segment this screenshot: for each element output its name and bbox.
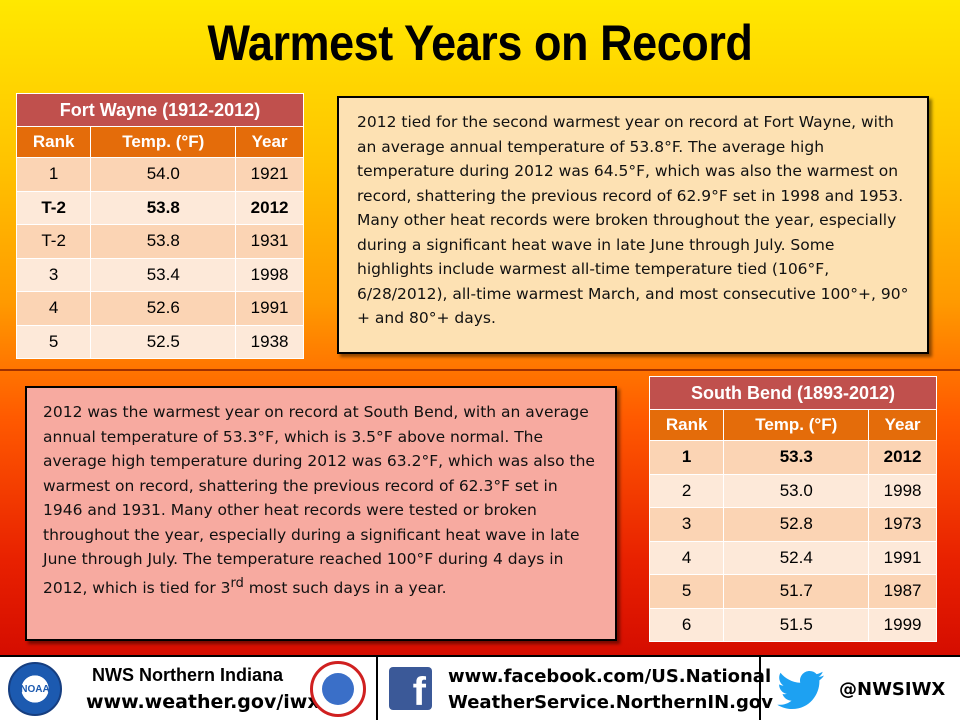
- south-bend-table: South Bend (1893-2012) Rank Temp. (°F) Y…: [648, 376, 937, 642]
- table-row: 3 53.4 1998: [15, 257, 304, 292]
- column-temp: Temp. (°F): [90, 126, 237, 158]
- year-cell: 1931: [235, 224, 304, 259]
- table-row: 1 53.3 2012: [648, 440, 937, 475]
- temp-cell: 54.0: [90, 157, 237, 192]
- rank-cell: 4: [648, 540, 725, 575]
- fort-wayne-summary: 2012 tied for the second warmest year on…: [337, 96, 929, 354]
- year-cell: 1991: [868, 540, 937, 575]
- table-row: 2 53.0 1998: [648, 473, 937, 508]
- page-title: Warmest Years on Record: [207, 15, 753, 71]
- temp-cell: 53.8: [90, 224, 237, 259]
- temp-cell: 52.5: [90, 324, 237, 359]
- year-cell: 2012: [868, 440, 937, 475]
- column-rank: Rank: [648, 409, 725, 441]
- temp-cell: 52.8: [723, 507, 870, 542]
- facebook-link-line1[interactable]: www.facebook.com/US.National: [448, 666, 772, 687]
- rank-cell: 1: [648, 440, 725, 475]
- rank-cell: 2: [648, 473, 725, 508]
- year-cell: 1987: [868, 574, 937, 609]
- temp-cell: 51.7: [723, 574, 870, 609]
- rank-cell: 6: [648, 607, 725, 642]
- rank-cell: 4: [15, 291, 92, 326]
- table-row: 6 51.5 1999: [648, 607, 937, 642]
- rank-cell: 5: [15, 324, 92, 359]
- footer-facebook: f www.facebook.com/US.National WeatherSe…: [378, 657, 773, 720]
- column-temp: Temp. (°F): [723, 409, 870, 441]
- footer-org: NOAA NWS Northern Indiana www.weather.go…: [0, 657, 378, 720]
- noaa-logo-text: NOAA: [20, 684, 50, 695]
- column-year: Year: [868, 409, 937, 441]
- year-cell: 1999: [868, 607, 937, 642]
- nws-logo: [310, 661, 366, 717]
- table-row: 1 54.0 1921: [15, 157, 304, 192]
- footer: NOAA NWS Northern Indiana www.weather.go…: [0, 655, 960, 720]
- column-rank: Rank: [15, 126, 92, 158]
- fort-wayne-table: Fort Wayne (1912-2012) Rank Temp. (°F) Y…: [15, 93, 304, 359]
- south-bend-summary-end: most such days in a year.: [243, 578, 447, 597]
- section-divider: [0, 369, 960, 371]
- temp-cell: 53.4: [90, 257, 237, 292]
- table-row: 5 51.7 1987: [648, 574, 937, 609]
- temp-cell: 53.8: [90, 190, 237, 225]
- rank-cell: T-2: [15, 190, 92, 225]
- org-url-link[interactable]: www.weather.gov/iwx: [86, 691, 320, 713]
- temp-cell: 52.6: [90, 291, 237, 326]
- footer-twitter: @NWSIWX: [761, 657, 960, 720]
- table-row: 5 52.5 1938: [15, 324, 304, 359]
- year-cell: 1973: [868, 507, 937, 542]
- year-cell: 1998: [868, 473, 937, 508]
- temp-cell: 53.0: [723, 473, 870, 508]
- temp-cell: 52.4: [723, 540, 870, 575]
- rank-cell: 3: [648, 507, 725, 542]
- table-row: 4 52.4 1991: [648, 540, 937, 575]
- year-cell: 2012: [235, 190, 304, 225]
- ordinal-suffix: rd: [230, 575, 244, 591]
- noaa-logo: NOAA: [8, 662, 62, 716]
- year-cell: 1998: [235, 257, 304, 292]
- table-row: 4 52.6 1991: [15, 291, 304, 326]
- table-row: T-2 53.8 1931: [15, 224, 304, 259]
- year-cell: 1991: [235, 291, 304, 326]
- year-cell: 1921: [235, 157, 304, 192]
- rank-cell: 1: [15, 157, 92, 192]
- year-cell: 1938: [235, 324, 304, 359]
- rank-cell: 5: [648, 574, 725, 609]
- column-year: Year: [235, 126, 304, 158]
- temp-cell: 51.5: [723, 607, 870, 642]
- twitter-bird-icon[interactable]: [777, 671, 825, 709]
- org-name: NWS Northern Indiana: [92, 665, 284, 685]
- fort-wayne-table-header: Fort Wayne (1912-2012): [16, 93, 304, 127]
- rank-cell: T-2: [15, 224, 92, 259]
- twitter-handle-link[interactable]: @NWSIWX: [839, 679, 946, 700]
- table-row: 3 52.8 1973: [648, 507, 937, 542]
- facebook-icon[interactable]: f: [389, 667, 432, 714]
- south-bend-summary-text: 2012 was the warmest year on record at S…: [43, 403, 595, 597]
- rank-cell: 3: [15, 257, 92, 292]
- south-bend-table-header: South Bend (1893-2012): [649, 376, 937, 410]
- temp-cell: 53.3: [723, 440, 870, 475]
- facebook-link-line2[interactable]: WeatherService.NorthernIN.gov: [448, 692, 773, 713]
- table-row: T-2 53.8 2012: [15, 190, 304, 225]
- south-bend-summary: 2012 was the warmest year on record at S…: [25, 386, 617, 641]
